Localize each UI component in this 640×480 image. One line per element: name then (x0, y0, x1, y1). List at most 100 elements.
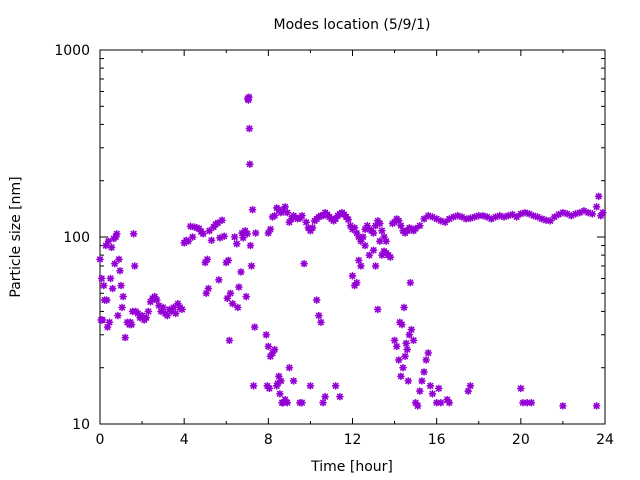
data-point (207, 236, 216, 245)
data-point (104, 237, 113, 245)
x-tick-label: 8 (264, 432, 273, 448)
data-point (407, 325, 416, 334)
y-axis-ticks: 10 100 1000 (54, 43, 605, 433)
data-point (242, 292, 251, 301)
data-point (225, 336, 234, 345)
data-point (246, 160, 254, 169)
data-point (248, 205, 257, 214)
data-point (594, 192, 603, 201)
data-point (588, 210, 597, 218)
data-point (245, 124, 254, 133)
data-point (397, 221, 405, 230)
data-point (298, 398, 306, 407)
data-point (215, 276, 223, 284)
data-point (274, 379, 282, 388)
data-point (285, 363, 294, 372)
data-point (420, 368, 428, 376)
data-point (281, 203, 289, 211)
data-point (399, 363, 407, 372)
data-point (390, 336, 399, 345)
data-point (418, 377, 426, 385)
data-point (306, 382, 315, 390)
data-point (102, 241, 110, 250)
plot-frame (99, 49, 606, 425)
data-point (392, 342, 401, 351)
data-point (416, 221, 424, 230)
x-axis-ticks: 0 4 8 12 16 20 24 (96, 50, 614, 448)
x-tick-label: 24 (596, 432, 614, 448)
data-point (308, 223, 317, 232)
data-point (270, 345, 279, 354)
data-point (98, 316, 107, 324)
chart-title: Modes location (5/9/1) (274, 17, 431, 33)
data-point (402, 339, 410, 348)
data-point (437, 398, 445, 407)
data-point (203, 255, 212, 264)
data-point (359, 233, 367, 241)
data-point (599, 208, 607, 217)
data-point (321, 392, 329, 401)
data-point (129, 230, 138, 238)
data-point (96, 255, 104, 264)
data-point (276, 390, 284, 398)
x-tick-label: 12 (344, 432, 362, 448)
data-point (401, 352, 409, 361)
data-point (445, 398, 454, 407)
data-point (369, 229, 378, 237)
data-point (250, 323, 259, 331)
data-point (404, 377, 413, 385)
data-point (312, 296, 321, 304)
data-point (115, 255, 123, 264)
data-point (178, 305, 186, 314)
data-point (265, 384, 274, 393)
data-point (352, 278, 361, 287)
data-point (97, 274, 106, 283)
data-point (102, 296, 111, 304)
data-point (245, 93, 253, 101)
data-point (355, 256, 363, 265)
data-point (422, 356, 430, 364)
x-tick-label: 0 (96, 432, 105, 448)
data-point (289, 377, 298, 385)
data-point (108, 284, 117, 293)
data-point (204, 284, 213, 293)
data-point (458, 213, 466, 221)
data-point (302, 218, 311, 226)
data-point (283, 208, 292, 217)
y-tick-label: 1000 (54, 43, 90, 59)
data-point (226, 289, 235, 298)
data-point (559, 402, 567, 410)
data-point (413, 402, 422, 410)
data-point (235, 283, 243, 291)
data-point (247, 262, 256, 270)
data-point (264, 342, 273, 351)
data-point (121, 333, 130, 342)
data-point (344, 215, 353, 224)
data-point (331, 382, 340, 390)
data-point (243, 230, 252, 238)
data-point (230, 233, 239, 241)
data-point (300, 259, 308, 268)
data-point (272, 382, 281, 390)
y-axis-title: Particle size [nm] (8, 176, 24, 297)
data-point (142, 313, 151, 322)
data-point (130, 262, 139, 270)
data-point (114, 311, 122, 320)
data-point (144, 307, 153, 316)
data-point (424, 349, 433, 357)
data-point (298, 211, 306, 220)
data-point (171, 309, 180, 318)
data-point (416, 387, 424, 395)
data-point (369, 246, 378, 254)
data-point (103, 323, 112, 331)
x-tick-label: 16 (428, 432, 446, 448)
data-point (378, 226, 386, 235)
data-point (464, 387, 473, 395)
data-point (159, 303, 167, 312)
data-point (218, 216, 226, 224)
data-point (382, 249, 390, 257)
data-point (224, 256, 233, 265)
data-point (237, 268, 245, 276)
data-point (188, 233, 197, 241)
data-point (266, 225, 275, 234)
